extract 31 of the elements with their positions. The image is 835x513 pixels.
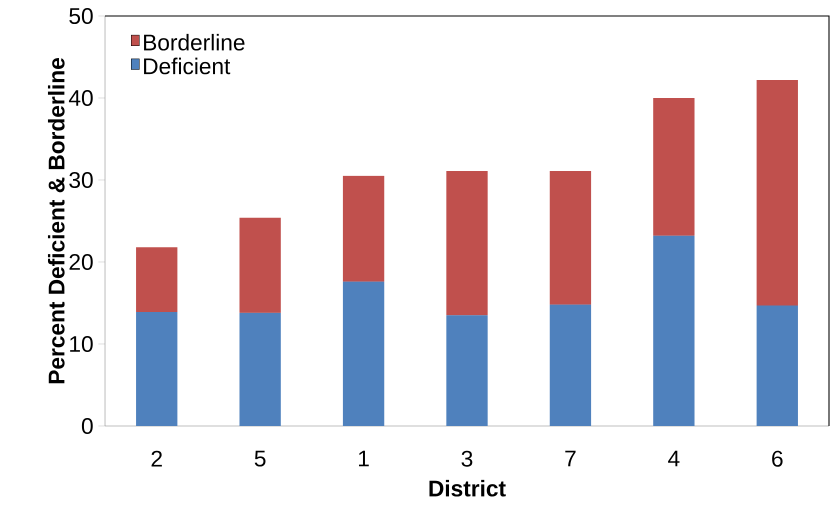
bar	[653, 98, 695, 236]
x-tick-label: 7	[565, 450, 576, 466]
bar	[756, 305, 798, 426]
y-axis-title: Percent Deficient & Borderline	[48, 58, 65, 384]
bar	[342, 176, 384, 282]
x-tick-label: 4	[668, 450, 680, 466]
legend-label: Deficient	[144, 58, 230, 74]
bar	[239, 312, 281, 426]
y-tick-label: 40	[68, 90, 93, 106]
x-tick-label: 1	[359, 450, 369, 466]
y-tick-label: 30	[69, 172, 93, 188]
x-tick-label: 3	[462, 450, 472, 467]
y-tick-label: 10	[70, 336, 93, 352]
x-tick-label: 6	[772, 450, 783, 467]
y-tick-label: 20	[70, 254, 93, 270]
bar	[653, 236, 695, 426]
bar	[550, 170, 592, 305]
y-tick-label: 0	[82, 418, 93, 434]
y-tick-label: 50	[69, 8, 93, 24]
legend-label: Borderline	[144, 34, 244, 51]
bar	[446, 315, 488, 426]
x-axis-title: District	[429, 480, 506, 497]
bar	[550, 304, 592, 426]
bar	[342, 282, 384, 426]
bar	[446, 170, 488, 316]
x-tick-label: 5	[254, 450, 266, 467]
bar	[756, 80, 798, 306]
bar	[239, 218, 281, 313]
bar	[136, 247, 178, 312]
x-tick-label: 2	[152, 450, 162, 467]
bar	[136, 312, 178, 426]
